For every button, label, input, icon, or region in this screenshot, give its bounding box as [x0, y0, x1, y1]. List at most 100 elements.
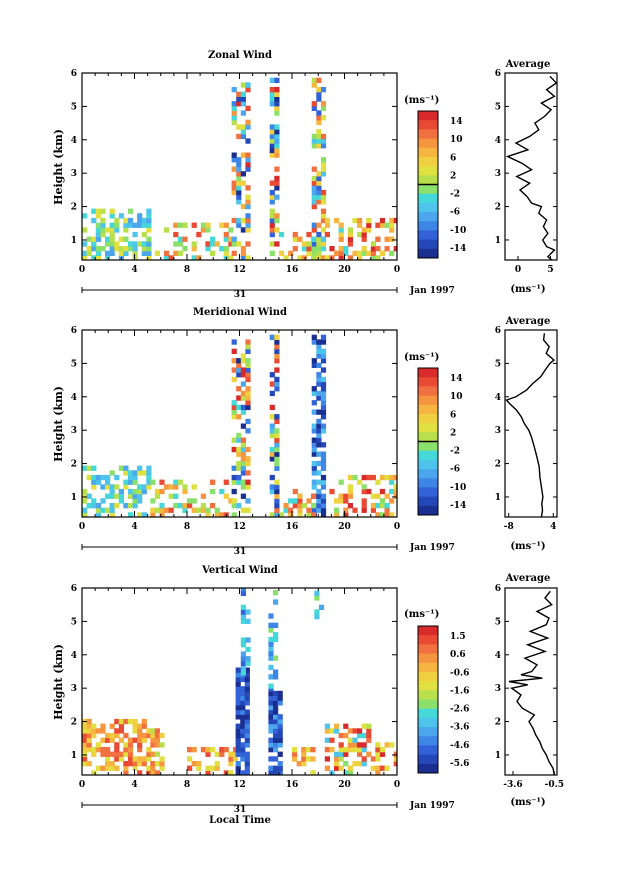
heatmap-cell [127, 756, 134, 762]
zonal-date-label: Jan 1997 [409, 286, 455, 296]
heatmap-cell [334, 512, 340, 517]
heatmap-cell [146, 217, 152, 224]
heatmap-cell [236, 133, 242, 140]
heatmap-cell [219, 222, 225, 228]
heatmap-cell [269, 124, 275, 130]
heatmap-cell [141, 761, 147, 767]
heatmap-cell [86, 236, 92, 242]
heatmap-cell [95, 474, 101, 481]
vertical-average-title: Average [505, 573, 551, 584]
heatmap-cell [244, 718, 250, 725]
heatmap-cell [141, 241, 147, 247]
heatmap-cell [86, 723, 92, 729]
x-tick-label: 0 [394, 780, 400, 790]
heatmap-cell [316, 119, 322, 125]
heatmap-cell [228, 236, 234, 242]
heatmap-cell [320, 390, 327, 397]
heatmap-cell [86, 728, 92, 734]
heatmap-cell [311, 250, 317, 256]
heatmap-cell [240, 180, 246, 186]
heatmap-cell [311, 507, 317, 513]
heatmap-cell [123, 751, 129, 757]
heatmap-cell [82, 507, 88, 513]
heatmap-cell [324, 747, 330, 753]
colorbar-swatch [418, 681, 438, 691]
heatmap-cell [240, 690, 246, 697]
colorbar-tick-label: 10 [450, 392, 463, 402]
heatmap-cell [240, 670, 246, 676]
meridional-height-axis-label: Height (km) [52, 386, 65, 462]
heatmap-cell [231, 503, 237, 509]
heatmap-cell [278, 250, 285, 256]
heatmap-cell [366, 222, 372, 228]
heatmap-cell [205, 751, 211, 757]
colorbar-swatch [418, 496, 438, 507]
heatmap-cell [393, 751, 397, 757]
heatmap-cell [232, 756, 239, 762]
heatmap-cell [118, 213, 124, 219]
heatmap-cell [384, 236, 390, 242]
heatmap-cell [235, 737, 241, 743]
heatmap-cell [320, 115, 327, 121]
heatmap-cell [269, 138, 275, 144]
heatmap-cell [274, 91, 280, 97]
heatmap-cell [214, 507, 220, 513]
heatmap-cell [269, 180, 275, 186]
heatmap-cell [311, 185, 317, 191]
heatmap-cell [244, 761, 250, 767]
heatmap-cell [343, 512, 349, 517]
heatmap-cell [268, 613, 274, 619]
heatmap-cell [105, 756, 111, 762]
heatmap-cell [245, 166, 251, 172]
heatmap-cell [361, 732, 367, 739]
heatmap-cell [82, 728, 88, 734]
heatmap-cell [231, 479, 237, 485]
heatmap-cell [274, 213, 280, 219]
heatmap-cell [231, 376, 237, 383]
heatmap-cell [320, 246, 327, 252]
heatmap-cell [182, 246, 188, 252]
heatmap-cell [210, 747, 216, 753]
heatmap-cell [301, 246, 307, 252]
heatmap-cell [334, 217, 340, 224]
heatmap-cell [244, 667, 250, 673]
heatmap-cell [366, 751, 372, 757]
heatmap-cell [173, 231, 179, 238]
heatmap-cell [245, 646, 251, 653]
heatmap-cell [274, 138, 280, 144]
heatmap-cell [150, 761, 156, 767]
heatmap-cell [316, 381, 322, 387]
heatmap-cell [154, 770, 160, 775]
heatmap-cell [235, 747, 241, 753]
heatmap-cell [223, 236, 229, 242]
heatmap-cell [338, 227, 344, 233]
heatmap-cell [292, 756, 298, 762]
colorbar-swatch [418, 156, 438, 167]
heatmap-cell [236, 199, 242, 205]
average-frame [504, 587, 558, 776]
heatmap-cell [91, 751, 97, 757]
heatmap-cell [269, 96, 275, 102]
heatmap-cell [123, 236, 129, 242]
heatmap-cell [269, 133, 275, 140]
heatmap-cell [236, 171, 242, 177]
heatmap-cell [244, 709, 250, 715]
heatmap-cell [132, 756, 138, 762]
heatmap-cell [329, 770, 335, 775]
heatmap-cell [231, 404, 237, 411]
heatmap-cell [316, 507, 322, 513]
heatmap-cell [244, 751, 250, 757]
heatmap-cell [311, 194, 317, 200]
heatmap-cell [86, 732, 92, 739]
colorbar-swatch [418, 644, 438, 654]
heatmap-cell [292, 751, 298, 757]
heatmap-cell [288, 498, 294, 504]
heatmap-cell [240, 217, 246, 224]
heatmap-cell [146, 770, 152, 775]
heatmap-cell [235, 761, 241, 767]
heatmap-cell [347, 765, 353, 771]
heatmap-cell [320, 166, 327, 172]
heatmap-cell [231, 185, 237, 191]
heatmap-cell [191, 484, 197, 490]
heatmap-cell [240, 227, 246, 233]
